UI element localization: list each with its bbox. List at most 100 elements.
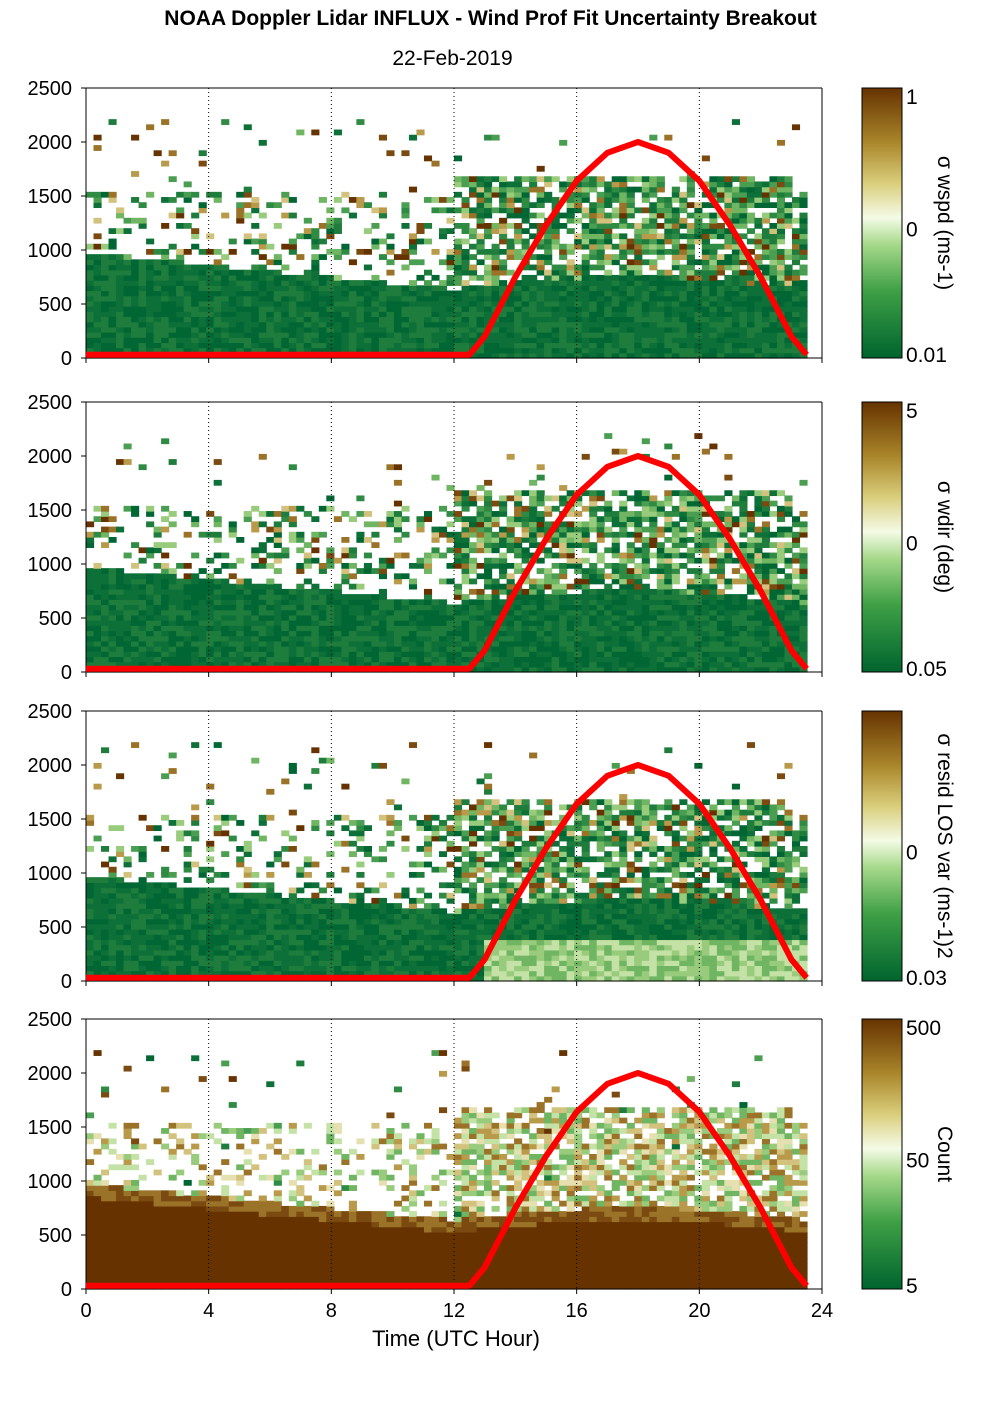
heatmap-cell [348, 614, 357, 621]
heatmap-cell [716, 186, 725, 193]
heatmap-cell [326, 620, 335, 626]
heatmap-cell [101, 588, 110, 595]
heatmap-cell [506, 243, 515, 250]
heatmap-cell [296, 280, 305, 286]
heatmap-cell [521, 516, 530, 523]
heatmap-cell [731, 223, 740, 229]
heatmap-cell [476, 505, 485, 512]
heatmap-cell [491, 321, 500, 328]
heatmap-cell [153, 332, 162, 338]
heatmap-cell [281, 505, 290, 512]
heatmap-cell [446, 531, 455, 538]
heatmap-cell [589, 264, 598, 271]
heatmap-cell [153, 625, 162, 632]
heatmap-cell [656, 500, 665, 507]
heatmap-cell [461, 347, 470, 354]
heatmap-cell [499, 290, 508, 297]
heatmap-cell [671, 342, 680, 349]
heatmap-cell [709, 609, 718, 616]
heatmap-cell [116, 583, 125, 590]
heatmap-cell [236, 191, 245, 198]
heatmap-cell [161, 259, 170, 266]
heatmap-cell [296, 588, 305, 595]
heatmap-cell [348, 197, 357, 203]
heatmap-cell [446, 625, 455, 632]
heatmap-cell [566, 604, 575, 611]
heatmap-cell [626, 326, 635, 333]
heatmap-cell [416, 311, 425, 318]
heatmap-cell [251, 306, 260, 312]
heatmap-cell [791, 573, 801, 580]
heatmap-cell [108, 614, 117, 621]
heatmap-cell [529, 295, 538, 302]
heatmap-cell [529, 316, 538, 323]
heatmap-cell [333, 342, 342, 349]
heatmap-cell [701, 588, 710, 595]
heatmap-cell [701, 511, 710, 517]
heatmap-cell [153, 609, 162, 616]
heatmap-cell [288, 594, 297, 600]
heatmap-cell [619, 280, 628, 286]
heatmap-cell [131, 588, 140, 595]
heatmap-cell [146, 614, 155, 621]
heatmap-cell [446, 656, 455, 663]
heatmap-cell [671, 326, 680, 333]
heatmap-cell [596, 666, 605, 673]
heatmap-cell [611, 311, 620, 318]
heatmap-cell [206, 573, 215, 580]
heatmap-cell [656, 526, 665, 533]
heatmap-cell [228, 625, 237, 632]
heatmap-cell [431, 630, 440, 637]
heatmap-cell [438, 197, 448, 203]
heatmap-cell [521, 264, 530, 271]
heatmap-cell [551, 176, 560, 183]
heatmap-cell [506, 630, 515, 637]
heatmap-cell [761, 609, 771, 616]
heatmap-cell [461, 264, 470, 271]
heatmap-cell [318, 625, 327, 632]
heatmap-cell [544, 521, 553, 528]
heatmap-cell [626, 176, 635, 183]
heatmap-cell [191, 243, 200, 250]
heatmap-cell [461, 640, 470, 647]
heatmap-cell [746, 264, 756, 271]
heatmap-cell [393, 347, 403, 354]
heatmap-cell [589, 495, 598, 502]
heatmap-cell [228, 280, 237, 286]
heatmap-cell [746, 228, 756, 234]
heatmap-cell [161, 562, 170, 569]
heatmap-cell [679, 306, 688, 312]
heatmap-cell [649, 511, 658, 517]
heatmap-cell [709, 594, 718, 600]
heatmap-cell [499, 625, 508, 632]
heatmap-cell [198, 620, 207, 626]
heatmap-cell [176, 311, 185, 318]
heatmap-cell [754, 285, 763, 292]
heatmap-cell [116, 326, 125, 333]
heatmap-cell [93, 274, 102, 281]
heatmap-cell [251, 332, 260, 338]
heatmap-cell [701, 661, 710, 668]
heatmap-cell [649, 295, 658, 302]
heatmap-cell [393, 479, 403, 486]
heatmap-cell [604, 321, 613, 328]
heatmap-cell [559, 568, 568, 574]
heatmap-cell [611, 259, 620, 266]
heatmap-cell [776, 609, 786, 616]
heatmap-cell [581, 233, 590, 240]
heatmap-cell [581, 531, 590, 538]
heatmap-cell [611, 274, 620, 281]
heatmap-cell [469, 588, 478, 595]
heatmap-cell [739, 516, 748, 523]
heatmap-cell [86, 604, 95, 611]
heatmap-cell [536, 243, 545, 250]
heatmap-cell [611, 578, 620, 585]
heatmap-cell [664, 646, 673, 652]
heatmap-cell [694, 573, 703, 580]
heatmap-cell [724, 197, 733, 203]
heatmap-cell [566, 542, 575, 548]
heatmap-cell [431, 474, 440, 481]
heatmap-cell [499, 646, 508, 652]
heatmap-cell [491, 531, 500, 538]
heatmap-cell [461, 625, 470, 632]
